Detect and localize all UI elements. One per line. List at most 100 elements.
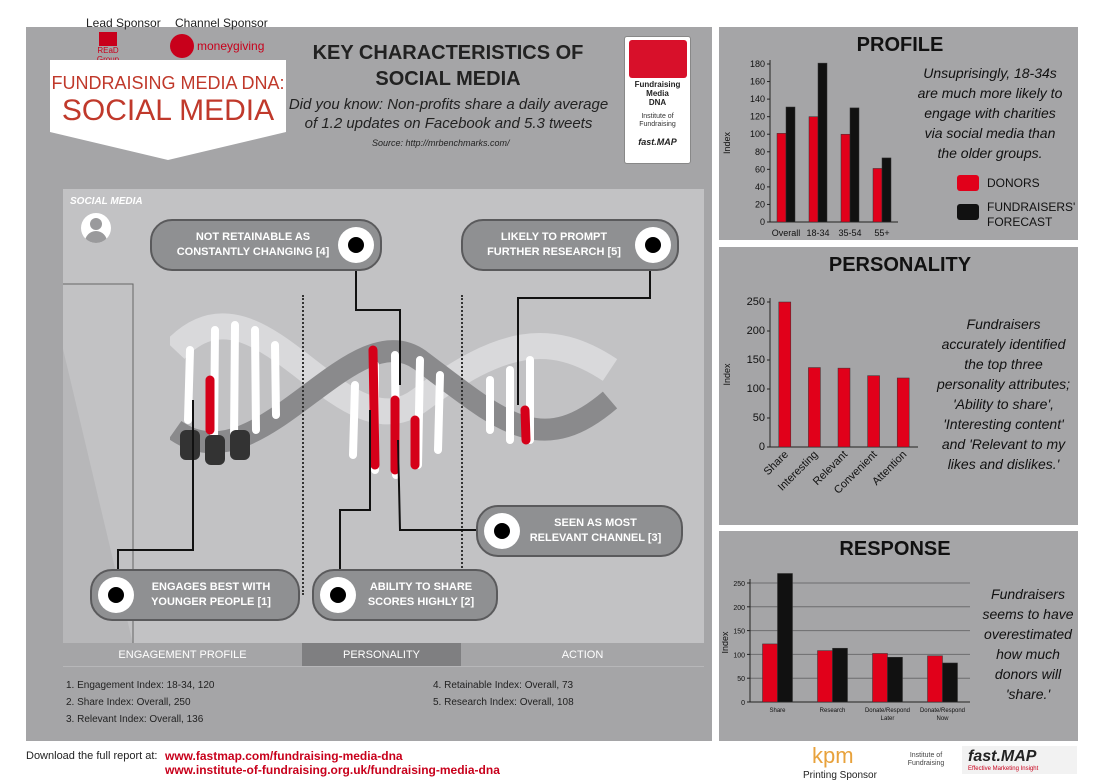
- bar: [808, 116, 819, 223]
- y-tick-label: 250: [747, 296, 765, 308]
- title-pennant: [50, 60, 286, 160]
- eye-icon: [98, 577, 134, 613]
- profile-heading: PROFILE: [856, 34, 944, 56]
- y-tick-label: 50: [737, 676, 745, 683]
- y-tick-label: 180: [750, 59, 765, 69]
- iof-badge-logo: Institute of Fundraising: [639, 113, 676, 128]
- bar: [832, 647, 848, 703]
- tab-personality: PERSONALITY: [302, 643, 461, 666]
- notes-left: 1. Engagement Index: 18-34, 120 2. Share …: [66, 680, 215, 725]
- tab-action: ACTION: [461, 643, 704, 666]
- divider-personality: [719, 527, 1084, 529]
- eye-icon: [484, 513, 520, 549]
- panel-divider-1: [302, 295, 304, 595]
- y-tick-label: 120: [750, 112, 765, 122]
- callout-not-retainable: NOT RETAINABLE AS CONSTANTLY CHANGING [4]: [150, 219, 382, 271]
- y-tick-label: 100: [747, 383, 765, 395]
- bar: [817, 650, 833, 703]
- bar: [881, 157, 892, 223]
- divider-profile: [719, 243, 1084, 245]
- lead-sponsor-label: Lead Sponsor: [86, 16, 161, 30]
- iof-footer-logo: Institute of Fundraising: [907, 752, 945, 767]
- bar: [849, 107, 860, 223]
- callout-engages-younger: ENGAGES BEST WITH YOUNGER PEOPLE [1]: [90, 569, 300, 621]
- y-tick-label: 200: [747, 325, 765, 337]
- y-tick-label: 100: [750, 129, 765, 139]
- callout-ability-to-share: ABILITY TO SHARE SCORES HIGHLY [2]: [312, 569, 498, 621]
- virgin-money-giving-logo: moneygiving: [170, 32, 270, 60]
- dna-badge-icon: [628, 40, 687, 78]
- legend-donors-label: DONORS: [987, 176, 1040, 190]
- y-tick-label: 20: [755, 199, 765, 209]
- right-divider: [714, 27, 716, 741]
- bar: [942, 662, 958, 703]
- user-icon: [81, 213, 111, 243]
- fastmap-badge-logo: fast.MAP: [638, 137, 677, 147]
- callout-connectors: [117, 262, 651, 573]
- x-tick-label: Later: [881, 716, 895, 722]
- y-tick-label: 200: [733, 605, 745, 612]
- bar: [777, 573, 793, 703]
- legend-donors-swatch: [957, 175, 979, 191]
- bar: [762, 643, 778, 703]
- bar: [927, 655, 943, 703]
- bar: [896, 377, 910, 448]
- y-tick-label: 160: [750, 77, 765, 87]
- bar: [867, 375, 880, 448]
- dna-helix-illustration: [170, 313, 618, 479]
- personality-text: Fundraisers accurately identified the top …: [936, 316, 1071, 472]
- did-you-know-text: Did you know: Non-profits share a daily …: [288, 96, 609, 132]
- fastmap-report-link[interactable]: www.fastmap.com/fundraising-media-dna: [165, 749, 403, 763]
- personality-chart: 050100150200250IndexShareInterestingRele…: [722, 296, 918, 496]
- x-tick-label: 55+: [874, 228, 889, 238]
- x-tick-label: Research: [820, 708, 846, 714]
- x-tick-label: Now: [936, 716, 949, 722]
- y-axis-label: Index: [722, 131, 732, 154]
- bar: [840, 133, 851, 223]
- bar: [778, 301, 792, 448]
- x-tick-label: 18-34: [806, 228, 829, 238]
- x-tick-label: 35-54: [838, 228, 861, 238]
- eye-icon: [635, 227, 671, 263]
- bar: [872, 653, 888, 703]
- y-tick-label: 0: [741, 700, 745, 707]
- fundraising-media-dna-badge: Fundraising Media DNA Institute of Fundrai…: [624, 36, 691, 164]
- panel-divider-2: [461, 295, 463, 595]
- bar: [785, 106, 796, 223]
- response-heading: RESPONSE: [839, 538, 951, 560]
- y-tick-label: 80: [755, 147, 765, 157]
- eye-icon: [338, 227, 374, 263]
- personality-heading: PERSONALITY: [828, 254, 972, 276]
- response-text: Fundraisers seems to have overestimated how…: [982, 586, 1074, 702]
- y-tick-label: 100: [733, 652, 745, 659]
- bar: [872, 168, 883, 223]
- callout-most-relevant: SEEN AS MOST RELEVANT CHANNEL [3]: [476, 505, 683, 557]
- tab-engagement-profile: ENGAGEMENT PROFILE: [63, 643, 302, 666]
- x-tick-label: Overall: [772, 228, 801, 238]
- y-tick-label: 0: [760, 217, 765, 227]
- channel-sponsor-label: Channel Sponsor: [175, 16, 268, 30]
- download-label: Download the full report at:: [26, 750, 158, 762]
- y-axis-label: Index: [722, 631, 730, 654]
- bar: [887, 657, 903, 703]
- title-line1: FUNDRAISING MEDIA DNA:: [51, 73, 285, 93]
- response-chart: 0 50 100 150 200 250 Index Share Research Donate/…: [722, 573, 970, 722]
- legend-fundraisers-swatch: [957, 204, 979, 220]
- kpm-logo: kpm: [812, 743, 854, 768]
- y-tick-label: 40: [755, 182, 765, 192]
- key-characteristics-heading: KEY CHARACTERISTICS OF SOCIAL MEDIA: [312, 42, 584, 90]
- eye-icon: [320, 577, 356, 613]
- bar: [817, 62, 828, 223]
- read-group-logo: REaD Group: [90, 32, 126, 64]
- source-text: Source: http://mrbenchmarks.com/: [372, 138, 510, 148]
- iof-report-link[interactable]: www.institute-of-fundraising.org.uk/fund…: [165, 763, 500, 777]
- x-tick-label: Share: [769, 708, 786, 714]
- virgin-icon: [170, 34, 194, 58]
- profile-text: Unsuprisingly, 18-34s are much more likel…: [917, 65, 1063, 161]
- callout-prompt-research: LIKELY TO PROMPT FURTHER RESEARCH [5]: [461, 219, 679, 271]
- x-tick-label: Donate/Respond: [920, 708, 965, 714]
- bar: [776, 133, 787, 223]
- notes-right: 4. Retainable Index: Overall, 73 5. Resea…: [433, 680, 574, 708]
- social-media-label: SOCIAL MEDIA: [70, 196, 143, 207]
- profile-chart: 0 20 40 60 80 100 120 140 160 180 Index Overall 18-3…: [722, 59, 898, 238]
